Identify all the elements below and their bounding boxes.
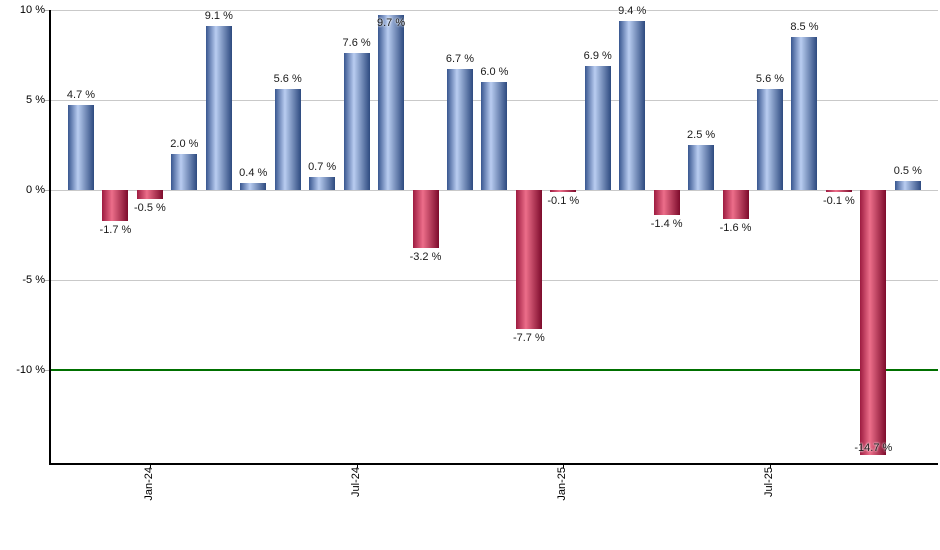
bar-positive — [240, 182, 267, 190]
bar-positive — [481, 82, 508, 190]
bar-positive — [309, 177, 336, 190]
bar-positive — [584, 65, 611, 190]
x-axis-tick-label: Jul-25 — [763, 467, 775, 497]
bar-value-label: 9.7 % — [376, 17, 406, 30]
bar-value-label: 6.0 % — [480, 66, 509, 78]
bar-value-label: 2.0 % — [170, 138, 199, 150]
y-axis-tick — [44, 10, 49, 11]
x-axis-tick-label: Jan-24 — [142, 467, 155, 501]
bar-positive — [791, 37, 818, 190]
y-axis-tick — [44, 100, 49, 101]
bar-positive — [171, 154, 198, 190]
y-axis-tick-label: -5 % — [22, 274, 45, 286]
bar-positive — [274, 89, 301, 190]
bar-positive — [205, 26, 232, 190]
bar-value-label: 0.4 % — [239, 166, 268, 179]
bar-value-label: 4.7 % — [66, 89, 96, 102]
bar-value-label: 0.7 % — [308, 161, 337, 174]
bar-negative — [515, 190, 542, 329]
bar-positive — [894, 181, 921, 190]
bar-negative — [136, 190, 163, 199]
y-axis-tick — [44, 370, 49, 371]
bar-value-label: 0.5 % — [893, 165, 922, 177]
bar-negative — [550, 190, 577, 192]
x-axis-tick — [356, 463, 358, 468]
bar-positive — [619, 20, 646, 190]
bar-negative — [825, 190, 852, 192]
bar-value-label: -1.7 % — [99, 223, 132, 236]
gridline — [49, 190, 938, 191]
bar-value-label: 9.4 % — [618, 4, 647, 17]
bar-value-label: 6.9 % — [583, 49, 612, 62]
bar-value-label: -14.7 % — [854, 441, 893, 454]
bar-value-label: -7.7 % — [512, 331, 545, 344]
bar-negative — [102, 190, 129, 221]
bar-value-label: 9.1 % — [204, 10, 233, 23]
x-axis-line — [49, 463, 938, 465]
bar-positive — [343, 53, 370, 190]
bar-positive — [688, 145, 715, 190]
bar-value-label: -0.1 % — [822, 195, 855, 207]
bar-value-label: 5.6 % — [755, 73, 785, 86]
bar-value-label: -0.5 % — [133, 202, 166, 214]
bar-value-label: 5.6 % — [273, 73, 302, 86]
x-axis-tick-label: Jul-24 — [349, 467, 362, 497]
gridline — [49, 10, 938, 11]
bar-value-label: -1.6 % — [719, 221, 752, 234]
y-axis-tick-label: -10 % — [16, 364, 45, 376]
bar-positive — [68, 105, 94, 190]
x-axis-tick — [563, 463, 565, 468]
y-axis-tick-label: 5 % — [26, 94, 45, 106]
x-axis-tick-label: Jan-25 — [556, 467, 569, 501]
x-axis-tick — [770, 463, 771, 468]
bar-value-label: -1.4 % — [650, 218, 683, 231]
bar-negative — [860, 190, 887, 455]
bar-value-label: 2.5 % — [687, 129, 716, 141]
bar-negative — [653, 190, 680, 216]
bar-value-label: -3.2 % — [409, 250, 442, 263]
y-axis-tick-label: 0 % — [26, 184, 45, 196]
x-axis-tick — [149, 463, 151, 468]
bar-positive — [378, 15, 405, 190]
bar-negative — [412, 190, 439, 248]
y-axis-tick-label: 10 % — [19, 4, 45, 16]
y-axis-line — [49, 10, 51, 465]
bar-positive — [757, 89, 783, 190]
bar-value-label: 7.6 % — [342, 37, 371, 50]
y-axis-tick — [44, 190, 49, 191]
bar-value-label: -0.1 % — [547, 195, 580, 207]
y-axis-tick — [44, 280, 49, 281]
bar-value-label: 6.7 % — [445, 53, 474, 66]
gridline — [49, 280, 938, 281]
bar-positive — [446, 69, 473, 190]
bar-value-label: 8.5 % — [790, 21, 819, 33]
reference-line-minus-10 — [49, 369, 938, 371]
bar-negative — [722, 190, 749, 219]
